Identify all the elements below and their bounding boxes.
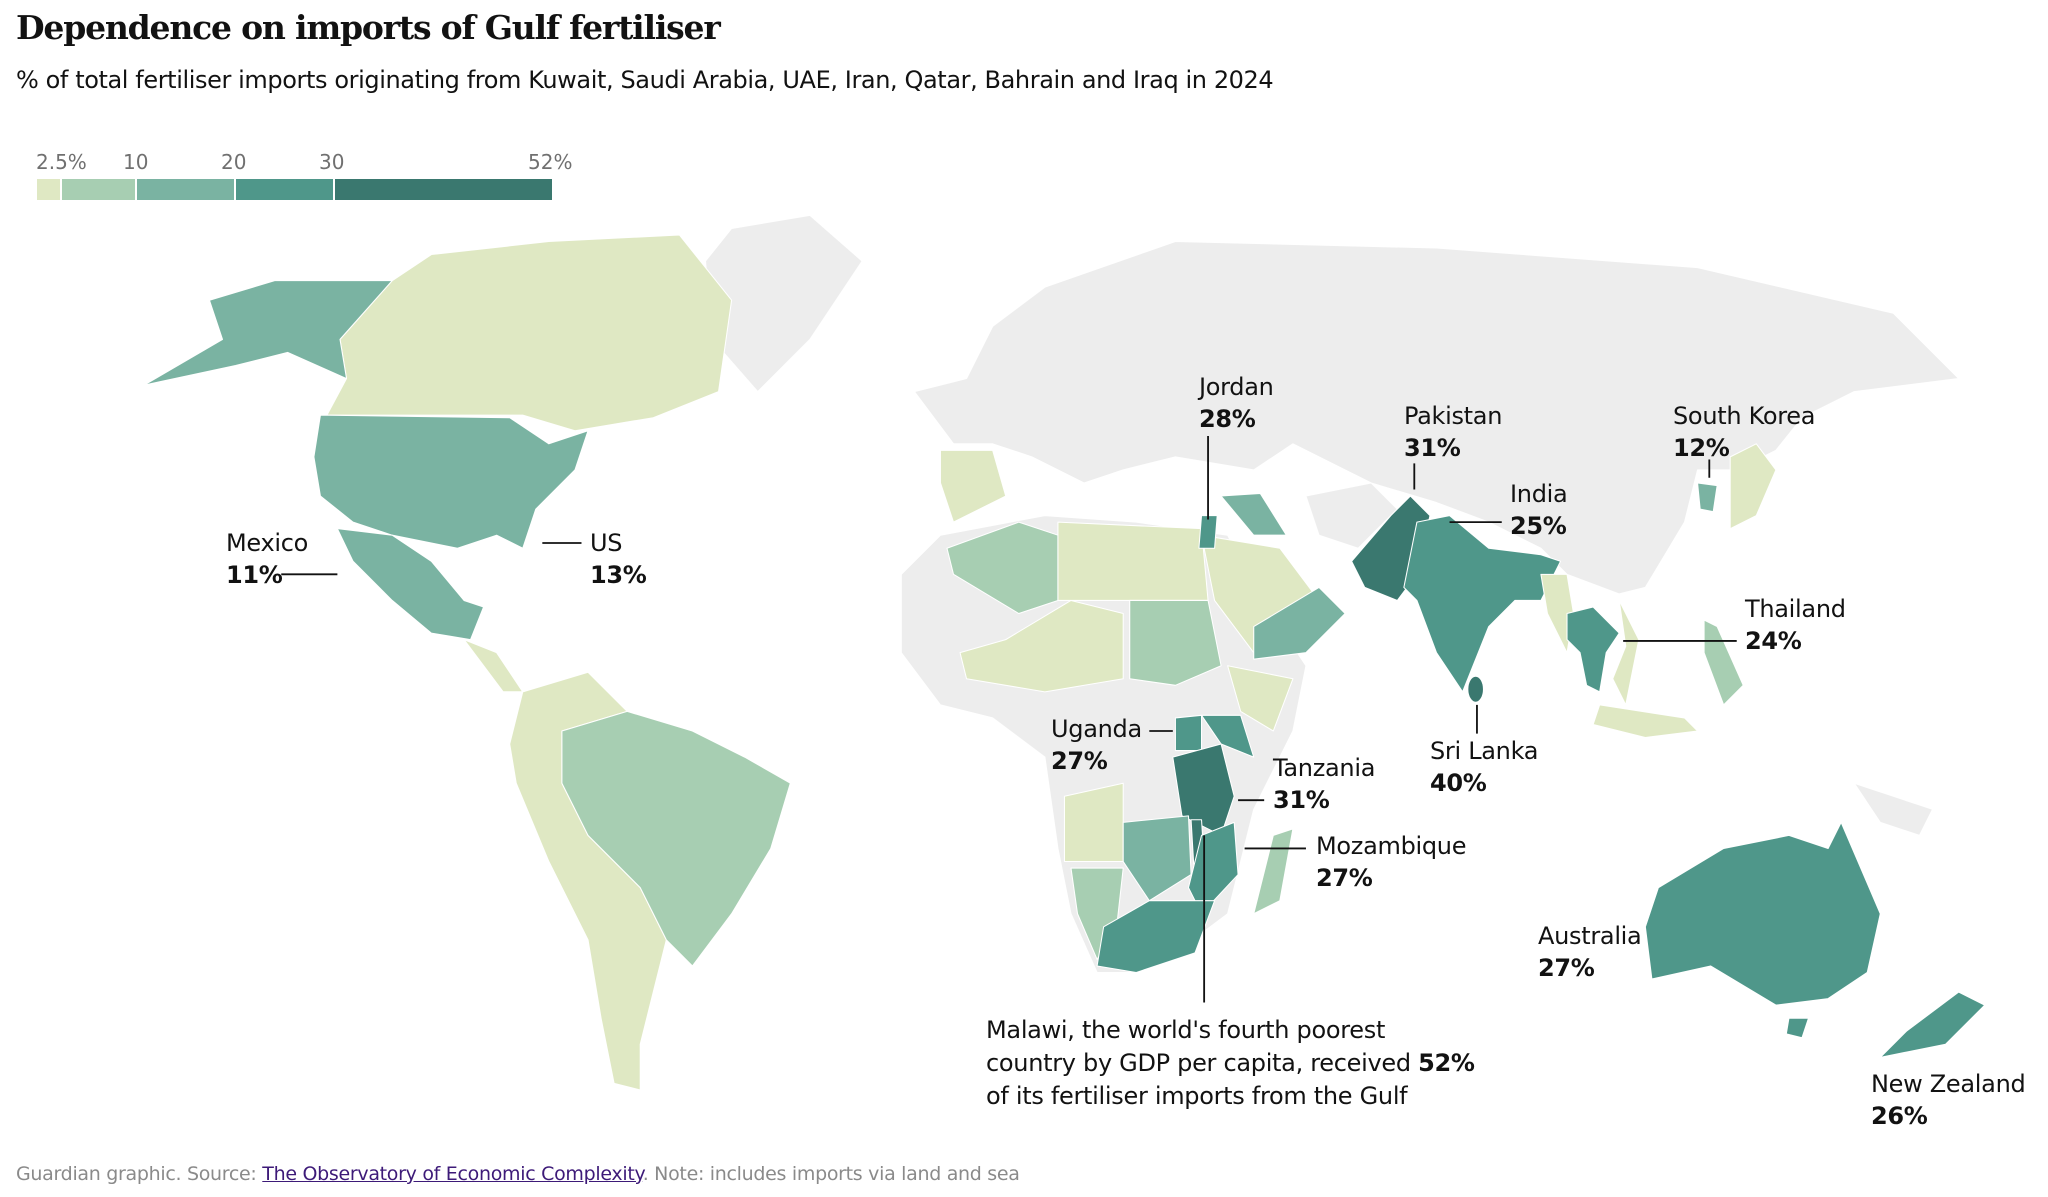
country-value: 27%	[1316, 864, 1373, 892]
country-name: Pakistan	[1404, 402, 1503, 430]
annotation-jordan: Jordan 28%	[1199, 371, 1274, 435]
oman-yemen	[1253, 586, 1346, 660]
jordan	[1198, 515, 1218, 549]
country-name: Australia	[1538, 922, 1642, 950]
country-name: US	[590, 529, 623, 557]
malawi-line-2: country by GDP per capita, received 52%	[986, 1047, 1475, 1080]
angola	[1063, 782, 1124, 863]
mexico	[336, 528, 485, 641]
malawi-line-3: of its fertiliser imports from the Gulf	[986, 1082, 1408, 1110]
annotation-tanzania: Tanzania 31%	[1273, 752, 1375, 816]
legend-tick: 30	[319, 150, 345, 174]
country-name: Jordan	[1199, 373, 1274, 401]
libya-egypt	[1057, 521, 1209, 601]
annotation-south-korea: South Korea 12%	[1673, 400, 1815, 464]
malawi-line-1: Malawi, the world's fourth poorest	[986, 1016, 1386, 1044]
malawi-value: 52%	[1418, 1049, 1475, 1077]
annotation-thailand: Thailand 24%	[1745, 593, 1846, 657]
annotation-india: India 25%	[1510, 478, 1568, 542]
footer-suffix: . Note: includes imports via land and se…	[642, 1163, 1020, 1185]
central-asia	[1305, 482, 1398, 549]
malawi-line-2-text: country by GDP per capita, received	[986, 1049, 1419, 1077]
thailand	[1566, 606, 1620, 693]
tanzania	[1172, 743, 1235, 836]
country-value: 12%	[1673, 434, 1730, 462]
india	[1403, 515, 1562, 693]
annotation-us: US 13%	[590, 527, 647, 591]
uganda	[1174, 714, 1203, 752]
west-africa	[959, 599, 1124, 693]
country-name: Sri Lanka	[1430, 737, 1539, 765]
central-america	[463, 639, 524, 693]
country-name: Mozambique	[1316, 832, 1467, 860]
legend-tick: 52%	[528, 150, 573, 174]
country-value: 40%	[1430, 769, 1487, 797]
country-value: 11%	[226, 561, 283, 589]
sudan	[1129, 599, 1222, 686]
japan	[1729, 443, 1777, 530]
eurasia	[913, 240, 1960, 595]
leader-lines	[281, 435, 1737, 1003]
canada	[326, 234, 733, 432]
zambia-zimbabwe	[1122, 815, 1192, 902]
annotation-sri-lanka: Sri Lanka 40%	[1430, 735, 1538, 799]
annotation-australia: Australia 27%	[1538, 920, 1642, 984]
country-value: 31%	[1404, 434, 1461, 462]
country-name: Uganda	[1051, 715, 1142, 743]
tasmania	[1785, 1017, 1810, 1039]
us	[313, 414, 589, 549]
legend-tick: 10	[123, 150, 149, 174]
country-value: 27%	[1538, 954, 1595, 982]
footer-source: Guardian graphic. Source: The Observator…	[16, 1163, 1020, 1185]
legend-swatch	[137, 179, 234, 200]
png	[1853, 782, 1934, 836]
kenya	[1201, 714, 1255, 758]
legend-swatch	[335, 179, 552, 200]
horn-of-africa	[1227, 665, 1294, 732]
annotation-mozambique: Mozambique 27%	[1316, 830, 1467, 894]
alaska	[143, 280, 393, 386]
south-africa	[1096, 900, 1216, 974]
country-value: 24%	[1745, 627, 1802, 655]
country-value: 31%	[1273, 786, 1330, 814]
legend-tick: 20	[221, 150, 247, 174]
philippines	[1703, 619, 1744, 706]
australia	[1644, 821, 1881, 1006]
legend-swatch	[37, 179, 60, 200]
country-value: 25%	[1510, 512, 1567, 540]
madagascar	[1253, 828, 1294, 915]
country-name: Tanzania	[1273, 754, 1376, 782]
annotation-new-zealand: New Zealand 26%	[1871, 1068, 2026, 1132]
country-value: 13%	[590, 561, 647, 589]
iraq	[1220, 492, 1287, 536]
chart-title: Dependence on imports of Gulf fertiliser	[16, 8, 721, 47]
legend-tick: 2.5%	[36, 150, 87, 174]
country-name: South Korea	[1673, 402, 1816, 430]
legend-swatch	[236, 179, 333, 200]
indonesia	[1592, 704, 1699, 739]
brazil	[561, 710, 791, 967]
legend-swatch	[62, 179, 135, 200]
country-value: 26%	[1871, 1102, 1928, 1130]
annotation-mexico: Mexico 11%	[226, 527, 308, 591]
sri-lanka	[1467, 675, 1485, 703]
country-name: New Zealand	[1871, 1070, 2026, 1098]
vietnam	[1612, 599, 1640, 706]
mozambique	[1187, 821, 1239, 915]
country-value: 27%	[1051, 747, 1108, 775]
europe-south	[939, 449, 1007, 523]
country-name: India	[1510, 480, 1568, 508]
annotation-uganda: Uganda 27%	[1051, 713, 1142, 777]
annotation-malawi: Malawi, the world's fourth poorest count…	[986, 1014, 1475, 1113]
chart-subtitle: % of total fertiliser imports originatin…	[16, 66, 1274, 94]
country-name: Mexico	[226, 529, 309, 557]
south-korea	[1697, 482, 1718, 513]
new-zealand	[1879, 991, 1986, 1058]
country-value: 28%	[1199, 405, 1256, 433]
source-link[interactable]: The Observatory of Economic Complexity	[262, 1163, 643, 1185]
country-name: Thailand	[1745, 595, 1846, 623]
annotation-pakistan: Pakistan 31%	[1404, 400, 1502, 464]
footer-prefix: Guardian graphic. Source:	[16, 1163, 263, 1185]
